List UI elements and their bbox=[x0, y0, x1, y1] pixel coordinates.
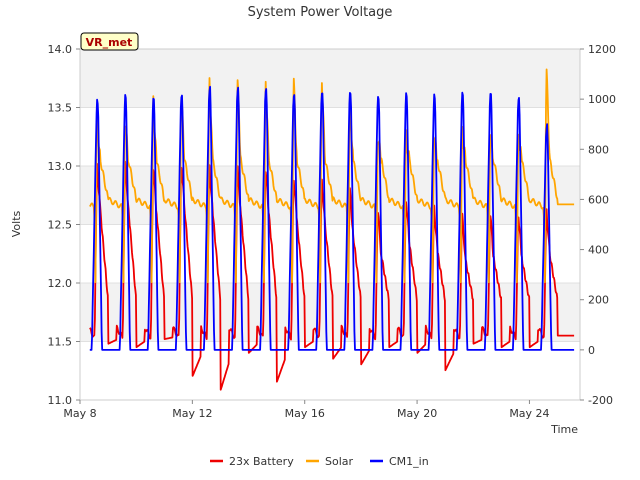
annotation-text: VR_met bbox=[86, 36, 133, 49]
y-right-tick-label: 200 bbox=[588, 294, 609, 307]
y-right-tick-label: -200 bbox=[588, 394, 613, 407]
legend-label: Solar bbox=[325, 455, 354, 468]
background-band bbox=[80, 49, 580, 108]
annotation-box bbox=[80, 32, 139, 51]
annotation-badge: VR_met bbox=[80, 32, 139, 51]
x-tick-label: May 12 bbox=[172, 407, 212, 420]
y-left-tick-label: 12.0 bbox=[48, 277, 73, 290]
y-left-tick-label: 12.5 bbox=[48, 219, 73, 232]
legend: 23x Battery Solar CM1_in bbox=[210, 455, 429, 468]
y-right-tick-label: 600 bbox=[588, 193, 609, 206]
legend-label: CM1_in bbox=[389, 455, 429, 468]
y-right-tick-label: 400 bbox=[588, 244, 609, 257]
y-left-tick-label: 13.5 bbox=[48, 102, 73, 115]
chart-title: System Power Voltage bbox=[248, 5, 393, 20]
x-axis-label: Time bbox=[550, 423, 578, 436]
y-right-tick-label: 800 bbox=[588, 143, 609, 156]
y-axis-label: Volts bbox=[10, 210, 23, 237]
legend-label: 23x Battery bbox=[229, 455, 294, 468]
y-left-tick-label: 13.0 bbox=[48, 160, 73, 173]
y-left-tick-label: 14.0 bbox=[48, 43, 73, 56]
y-right-tick-label: 1200 bbox=[588, 43, 616, 56]
x-tick-label: May 8 bbox=[63, 407, 96, 420]
x-tick-label: May 24 bbox=[509, 407, 549, 420]
series-line-cm1-in bbox=[89, 85, 575, 351]
y-right-tick-label: 0 bbox=[588, 344, 595, 357]
background-band bbox=[80, 283, 580, 342]
x-tick-label: May 20 bbox=[397, 407, 437, 420]
y-right-tick-label: 1000 bbox=[588, 93, 616, 106]
x-tick-label: May 16 bbox=[285, 407, 325, 420]
series-line-solar bbox=[89, 68, 575, 284]
y-left-tick-label: 11.5 bbox=[48, 336, 73, 349]
y-left-tick-label: 11.0 bbox=[48, 394, 73, 407]
